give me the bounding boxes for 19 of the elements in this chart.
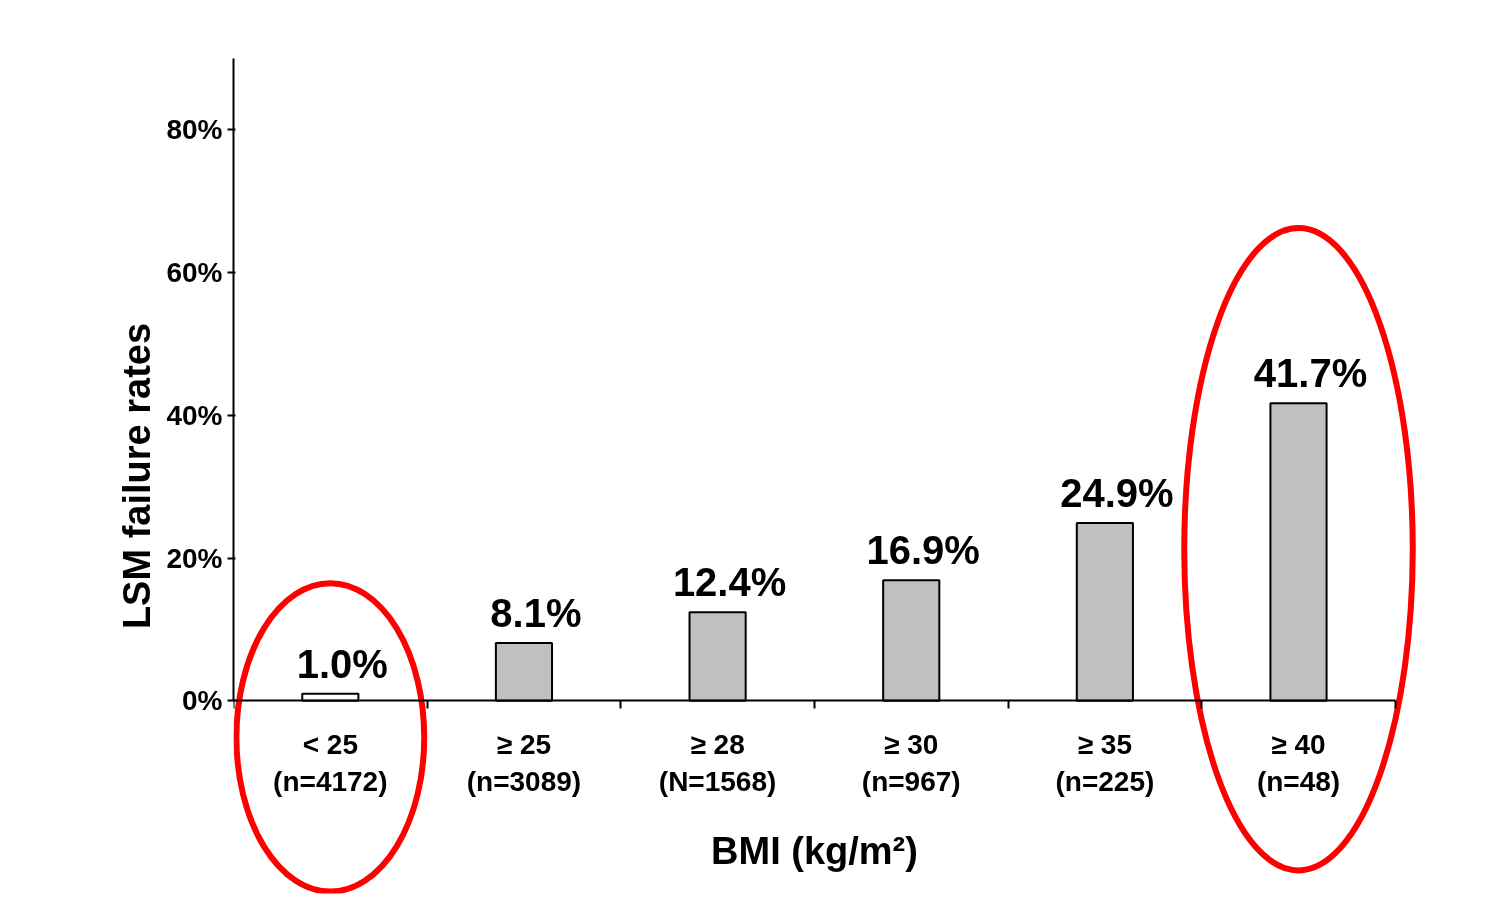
x-tick-label: ≥ 35 (n=225)	[1055, 728, 1155, 798]
data-label: 41.7%	[1253, 351, 1368, 396]
x-tick-label: < 25 (n=4172)	[273, 728, 388, 798]
x-axis-title: BMI (kg/m²)	[711, 829, 918, 872]
data-label: 1.0%	[296, 641, 388, 686]
y-tick-label: 60%	[166, 257, 223, 289]
x-tick-label: ≥ 28 (N=1568)	[658, 728, 777, 798]
x-tick-label: ≥ 40 (n=48)	[1256, 728, 1341, 798]
x-tick-label: ≥ 30 (n=967)	[861, 728, 961, 798]
y-tick-label: 40%	[166, 399, 223, 431]
data-label: 16.9%	[866, 528, 980, 573]
data-label: 12.4%	[672, 560, 787, 605]
y-axis-title: LSM failure rates	[116, 322, 159, 630]
y-tick-label: 80%	[166, 114, 223, 146]
y-tick-label: 20%	[166, 542, 223, 574]
y-tick-label: 0%	[182, 685, 223, 717]
x-tick-label: ≥ 25 (n=3089)	[466, 728, 582, 798]
data-label: 8.1%	[490, 591, 582, 635]
data-label: 24.9%	[1060, 471, 1174, 516]
